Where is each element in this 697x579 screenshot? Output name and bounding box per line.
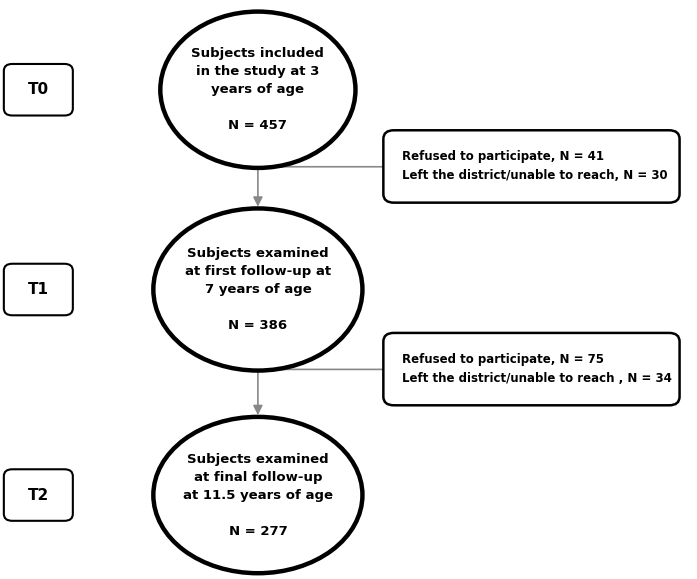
- Ellipse shape: [160, 12, 355, 168]
- FancyBboxPatch shape: [383, 333, 680, 405]
- Text: T2: T2: [28, 488, 49, 503]
- FancyBboxPatch shape: [4, 64, 73, 116]
- Text: Subjects included
in the study at 3
years of age

N = 457: Subjects included in the study at 3 year…: [192, 47, 324, 132]
- FancyBboxPatch shape: [4, 264, 73, 315]
- Text: T0: T0: [28, 82, 49, 97]
- Text: T1: T1: [28, 282, 49, 297]
- Ellipse shape: [153, 417, 362, 573]
- FancyBboxPatch shape: [383, 130, 680, 203]
- FancyBboxPatch shape: [4, 469, 73, 521]
- Text: Subjects examined
at final follow-up
at 11.5 years of age

N = 277: Subjects examined at final follow-up at …: [183, 453, 333, 537]
- Text: Subjects examined
at first follow-up at
7 years of age

N = 386: Subjects examined at first follow-up at …: [185, 247, 331, 332]
- Text: Refused to participate, N = 75
Left the district/unable to reach , N = 34: Refused to participate, N = 75 Left the …: [402, 353, 672, 385]
- Text: Refused to participate, N = 41
Left the district/unable to reach, N = 30: Refused to participate, N = 41 Left the …: [402, 151, 668, 182]
- Ellipse shape: [153, 208, 362, 371]
